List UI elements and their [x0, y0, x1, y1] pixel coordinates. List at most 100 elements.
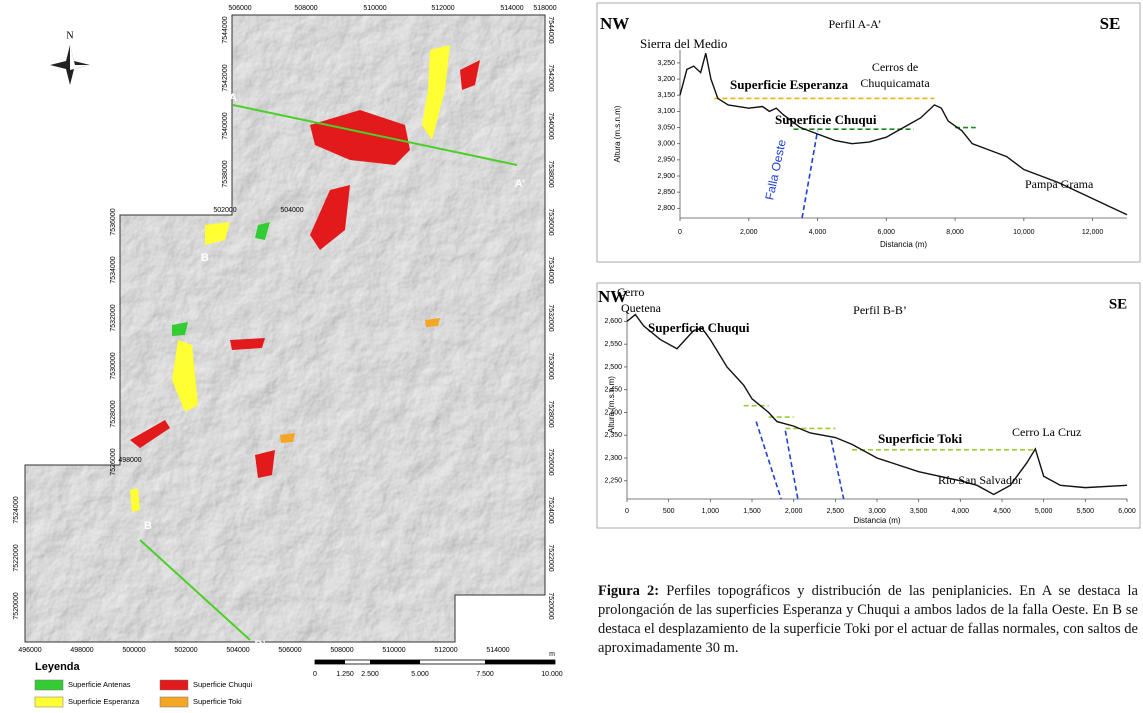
- y-tick-label: 2,250: [604, 478, 622, 485]
- y-tick-label: 3,200: [657, 76, 675, 83]
- annotation: Quetena: [621, 301, 662, 315]
- caption-label: Figura 2:: [598, 583, 659, 599]
- y-tick-label: 2,900: [657, 173, 675, 180]
- map-coordinate: 514000: [486, 647, 509, 654]
- annotation: Cerro: [617, 285, 644, 299]
- map-coordinate: 7520000: [13, 592, 20, 619]
- map-coordinate: 7534000: [110, 256, 117, 283]
- guide-line: [802, 131, 817, 218]
- scale-bar-segment: [370, 660, 420, 664]
- scale-bar-segment: [485, 660, 555, 664]
- map-coordinate: 7528000: [110, 400, 117, 427]
- annotation: Superficie Chuqui: [648, 320, 750, 335]
- map-coordinate: 7540000: [222, 112, 229, 139]
- y-tick-label: 2,950: [657, 157, 675, 164]
- legend-label: Superficie Antenas: [68, 680, 131, 689]
- map-coordinate: 506000: [278, 647, 301, 654]
- map-coordinate: 7536000: [547, 208, 554, 235]
- y-tick-label: 2,300: [604, 455, 622, 462]
- x-tick-label: 4,500: [993, 508, 1011, 515]
- x-tick-label: 6,000: [1118, 508, 1136, 515]
- x-tick-label: 3,500: [910, 508, 928, 515]
- map-coordinate: 498000: [70, 647, 93, 654]
- x-tick-label: 8,000: [946, 229, 964, 236]
- x-tick-label: 10,000: [1013, 229, 1035, 236]
- map-coordinate: 504000: [226, 647, 249, 654]
- legend-swatch: [35, 697, 63, 707]
- map-coordinate: 514000: [500, 5, 523, 12]
- scale-label: 1.250: [336, 671, 354, 678]
- legend-swatch: [35, 680, 63, 690]
- y-axis-label: Altura (m.s.n.m): [607, 376, 616, 433]
- y-axis-label: Altura (m.s.n.m): [613, 105, 622, 162]
- x-tick-label: 5,500: [1077, 508, 1095, 515]
- map-coordinate: 508000: [330, 647, 353, 654]
- map-coordinate: 7540000: [547, 112, 554, 139]
- north-label: N: [66, 30, 73, 41]
- map-coordinate: 510000: [382, 647, 405, 654]
- map-coordinate: 512000: [434, 647, 457, 654]
- map-coordinate: 7520000: [547, 592, 554, 619]
- y-tick-label: 3,100: [657, 108, 675, 115]
- y-tick-label: 3,000: [657, 141, 675, 148]
- map-coordinate: 7532000: [110, 304, 117, 331]
- map-coordinate: 502000: [174, 647, 197, 654]
- x-tick-label: 3,000: [868, 508, 886, 515]
- annotation: Chuquicamata: [860, 76, 930, 90]
- map-coordinate: 502000: [213, 207, 236, 214]
- y-tick-label: 2,800: [657, 205, 675, 212]
- map-coordinate: 504000: [280, 207, 303, 214]
- x-tick-label: 5,000: [1035, 508, 1053, 515]
- map-coordinate: 7526000: [547, 448, 554, 475]
- legend-label: Superficie Toki: [193, 697, 242, 706]
- map-coordinate: 7542000: [547, 64, 554, 91]
- map-coordinate: 508000: [294, 5, 317, 12]
- map-coordinate: 7524000: [547, 496, 554, 523]
- profile-label: A’: [515, 178, 525, 190]
- map-coordinate: 7544000: [547, 16, 554, 43]
- annotation: Río San Salvador: [938, 473, 1022, 487]
- annotation: SE: [1109, 296, 1127, 312]
- map-coordinate: 7530000: [547, 352, 554, 379]
- legend-label: Superficie Chuqui: [193, 680, 253, 689]
- legend-swatch: [160, 680, 188, 690]
- map-terrain: [20, 10, 550, 650]
- annotation: Falla Oeste: [762, 138, 789, 201]
- annotation: Superficie Toki: [878, 431, 963, 446]
- map-coordinate: 518000: [533, 5, 556, 12]
- profile-label: B’: [255, 639, 266, 651]
- x-axis-label: Distancia (m): [880, 240, 927, 249]
- scale-unit: m: [549, 651, 555, 658]
- legend-swatch: [160, 697, 188, 707]
- guide-line: [831, 440, 844, 499]
- legend-title: Leyenda: [35, 661, 81, 673]
- annotation: Cerro La Cruz: [1012, 425, 1081, 439]
- x-tick-label: 6,000: [878, 229, 896, 236]
- guide-line: [785, 431, 798, 499]
- map-coordinate: 496000: [18, 647, 41, 654]
- scale-label: 10.000: [541, 671, 563, 678]
- map-coordinate: 7522000: [547, 544, 554, 571]
- guide-line: [756, 422, 781, 499]
- y-tick-label: 3,150: [657, 92, 675, 99]
- annotation: Pampa Grama: [1025, 177, 1094, 191]
- y-tick-label: 2,550: [604, 341, 622, 348]
- y-tick-label: 2,600: [604, 318, 622, 325]
- y-tick-label: 2,850: [657, 189, 675, 196]
- profile-label: A: [229, 92, 237, 104]
- legend-label: Superficie Esperanza: [68, 697, 140, 706]
- map-coordinate: 7542000: [222, 64, 229, 91]
- map-coordinate: 506000: [228, 5, 251, 12]
- x-tick-label: 1,000: [702, 508, 720, 515]
- map-coordinate: 7532000: [547, 304, 554, 331]
- map-coordinate: 498000: [118, 457, 141, 464]
- profile-label: B: [144, 520, 152, 532]
- annotation: Cerros de: [872, 60, 918, 74]
- x-tick-label: 0: [625, 508, 629, 515]
- x-tick-label: 500: [663, 508, 675, 515]
- map-coordinate: 7536000: [110, 208, 117, 235]
- map-coordinate: 7534000: [547, 256, 554, 283]
- map-coordinate: 512000: [431, 5, 454, 12]
- caption: Figura 2: Perfiles topográficos y distri…: [598, 582, 1138, 658]
- chart-title: Perfil A-A’: [829, 17, 882, 31]
